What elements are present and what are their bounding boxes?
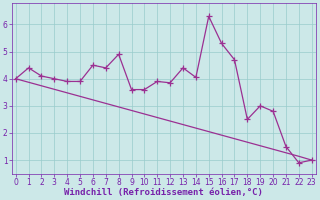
X-axis label: Windchill (Refroidissement éolien,°C): Windchill (Refroidissement éolien,°C) — [64, 188, 263, 197]
